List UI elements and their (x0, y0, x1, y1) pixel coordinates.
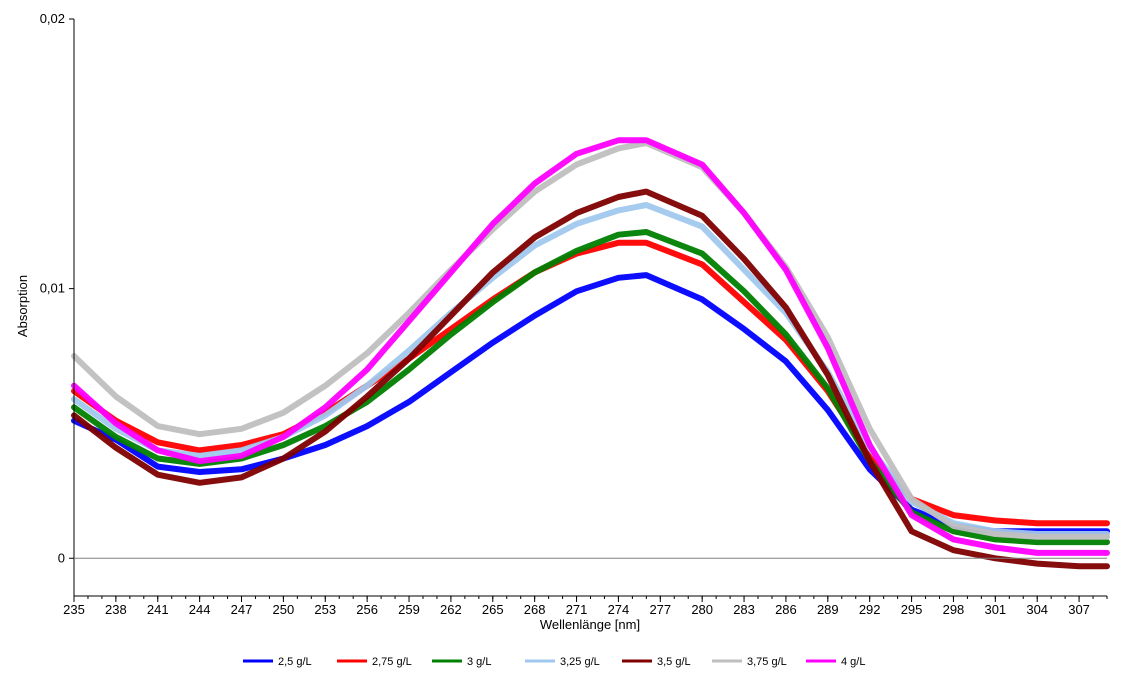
x-tick-label: 241 (147, 602, 169, 617)
x-tick-label: 307 (1068, 602, 1090, 617)
axes: 0 0,01 0,02 235 238 241 244 247 250 253 256 259 262 2… (40, 11, 1108, 617)
x-tick-label: 283 (733, 602, 755, 617)
x-tick-label: 304 (1026, 602, 1048, 617)
y-axis-title: Absorption (15, 275, 30, 337)
legend-label: 4 g/L (841, 656, 865, 668)
x-tick-label: 280 (691, 602, 713, 617)
x-tick-label: 289 (817, 602, 839, 617)
x-tick-label: 244 (189, 602, 211, 617)
x-tick-label: 295 (901, 602, 923, 617)
legend-label: 3,25 g/L (560, 656, 600, 668)
x-tick-label: 265 (482, 602, 504, 617)
x-tick-label: 277 (649, 602, 671, 617)
x-tick-label: 250 (273, 602, 295, 617)
x-tick-label: 253 (314, 602, 336, 617)
x-tick-label: 247 (231, 602, 253, 617)
x-tick-label: 292 (859, 602, 881, 617)
plot-area (71, 137, 1110, 570)
legend-label: 3,75 g/L (747, 656, 787, 668)
x-tick-label: 298 (943, 602, 965, 617)
x-tick-label: 301 (984, 602, 1006, 617)
legend-label: 3 g/L (467, 656, 491, 668)
legend: 2,5 g/L 2,75 g/L 3 g/L 3,25 g/L 3,5 g/L 3,75 … (243, 656, 865, 668)
series-line (71, 229, 1110, 546)
x-tick-label: 268 (524, 602, 546, 617)
x-tick-label: 262 (440, 602, 462, 617)
y-tick-label: 0,02 (40, 11, 65, 26)
series-line (71, 239, 1110, 527)
x-axis-title: Wellenlänge [nm] (540, 617, 640, 632)
x-tick-label: 274 (608, 602, 630, 617)
y-tick-label: 0,01 (40, 281, 65, 296)
series-line (71, 272, 1110, 535)
series-line (71, 202, 1110, 537)
series-line (71, 188, 1110, 570)
x-tick-label: 235 (63, 602, 85, 617)
x-tick-label: 286 (775, 602, 797, 617)
x-tick-label: 259 (398, 602, 420, 617)
series-line (71, 137, 1110, 556)
x-tick-label: 238 (105, 602, 127, 617)
x-tick-label: 271 (566, 602, 588, 617)
legend-label: 2,5 g/L (278, 656, 312, 668)
legend-label: 3,5 g/L (657, 656, 691, 668)
y-tick-label: 0 (58, 550, 65, 565)
x-tick-label: 256 (356, 602, 378, 617)
legend-label: 2,75 g/L (372, 656, 412, 668)
series-line (71, 140, 1110, 540)
